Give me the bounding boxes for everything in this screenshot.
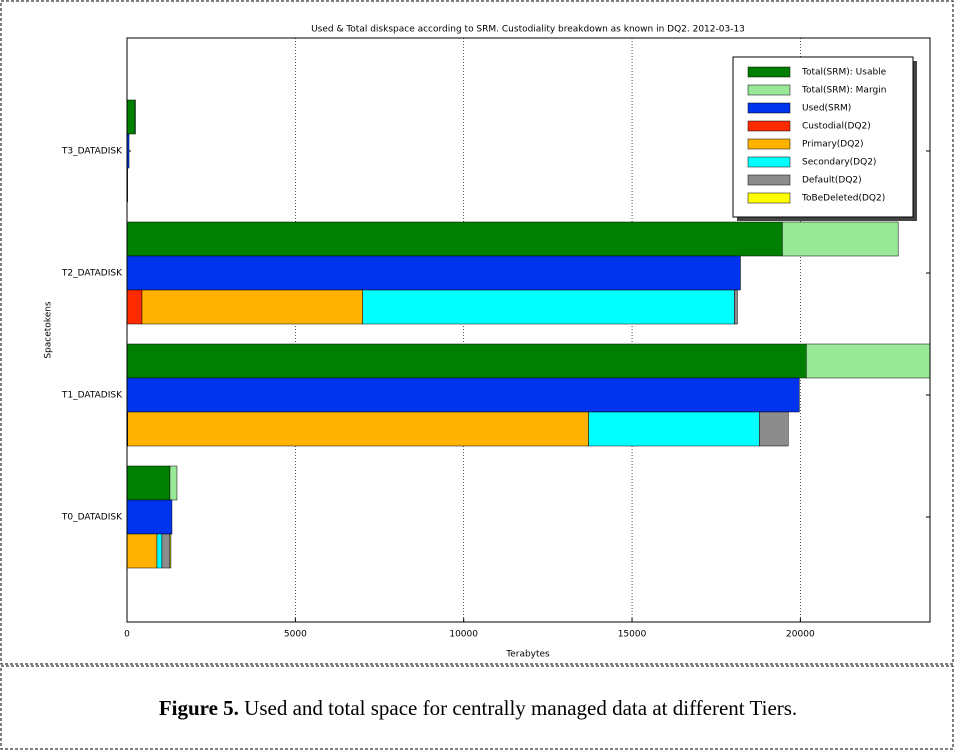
- bar: [126, 255, 741, 291]
- bar: [127, 411, 589, 447]
- y-tick-label: T3_DATADISK: [61, 147, 123, 157]
- legend-swatch: [747, 138, 791, 150]
- bar: [126, 465, 171, 501]
- legend-label: Total(SRM): Usable: [801, 68, 887, 78]
- legend-label: Secondary(DQ2): [802, 158, 876, 168]
- bar: [161, 533, 171, 569]
- bar: [588, 411, 760, 447]
- x-tick-label: 15000: [618, 630, 647, 640]
- bar: [126, 99, 136, 135]
- legend-swatch: [747, 174, 791, 186]
- bar: [126, 499, 173, 535]
- y-axis-label: Spacetokens: [44, 301, 54, 359]
- x-tick-label: 10000: [449, 630, 478, 640]
- legend-label: Used(SRM): [802, 104, 851, 114]
- x-tick-label: 20000: [786, 630, 815, 640]
- y-tick-label: T1_DATADISK: [61, 391, 123, 401]
- bar: [126, 343, 807, 379]
- legend-swatch: [747, 84, 791, 96]
- legend-label: Custodial(DQ2): [802, 122, 871, 132]
- caption: Figure 5. Used and total space for centr…: [159, 696, 797, 720]
- plot-frame: [126, 37, 931, 623]
- legend-swatch: [747, 102, 791, 114]
- legend-swatch: [747, 120, 791, 132]
- bar: [169, 533, 172, 569]
- legend-swatch: [747, 156, 791, 168]
- y-tick-label: T2_DATADISK: [61, 269, 123, 279]
- bar: [156, 533, 163, 569]
- bar: [362, 289, 735, 325]
- bar: [126, 533, 158, 569]
- bar: [734, 289, 738, 325]
- legend-label: Primary(DQ2): [802, 140, 864, 150]
- caption-label: Figure 5.: [159, 696, 239, 720]
- caption-frame: [0, 665, 954, 750]
- bar: [141, 289, 363, 325]
- figure-frame: [0, 0, 954, 665]
- chart-title: Used & Total diskspace according to SRM.…: [311, 25, 745, 35]
- x-axis-label: Terabytes: [505, 650, 550, 660]
- legend-box: [732, 56, 914, 218]
- caption-text: Used and total space for centrally manag…: [244, 696, 797, 720]
- legend-swatch: [747, 192, 791, 204]
- legend-label: ToBeDeleted(DQ2): [801, 194, 885, 204]
- x-tick-label: 0: [124, 630, 130, 640]
- bar: [782, 221, 899, 257]
- legend-label: Total(SRM): Margin: [801, 86, 886, 96]
- bar: [126, 221, 783, 257]
- y-tick-label: T0_DATADISK: [61, 513, 123, 523]
- bar: [126, 289, 143, 325]
- x-tick-label: 5000: [284, 630, 307, 640]
- bar: [806, 343, 931, 379]
- bar: [169, 465, 178, 501]
- legend-label: Default(DQ2): [802, 176, 862, 186]
- bar: [759, 411, 789, 447]
- bar: [126, 377, 800, 413]
- legend-swatch: [747, 66, 791, 78]
